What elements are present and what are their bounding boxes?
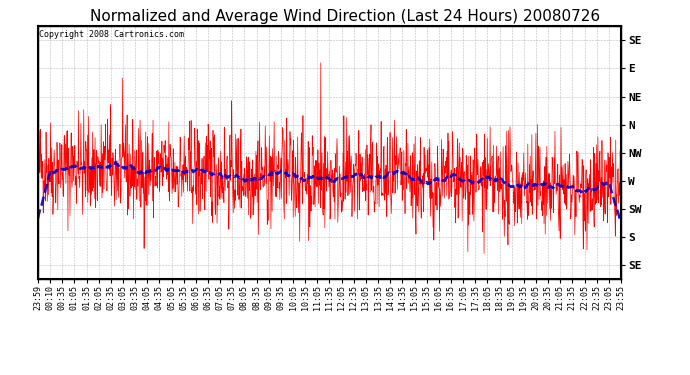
Text: Copyright 2008 Cartronics.com: Copyright 2008 Cartronics.com [39, 30, 184, 39]
Text: Normalized and Average Wind Direction (Last 24 Hours) 20080726: Normalized and Average Wind Direction (L… [90, 9, 600, 24]
